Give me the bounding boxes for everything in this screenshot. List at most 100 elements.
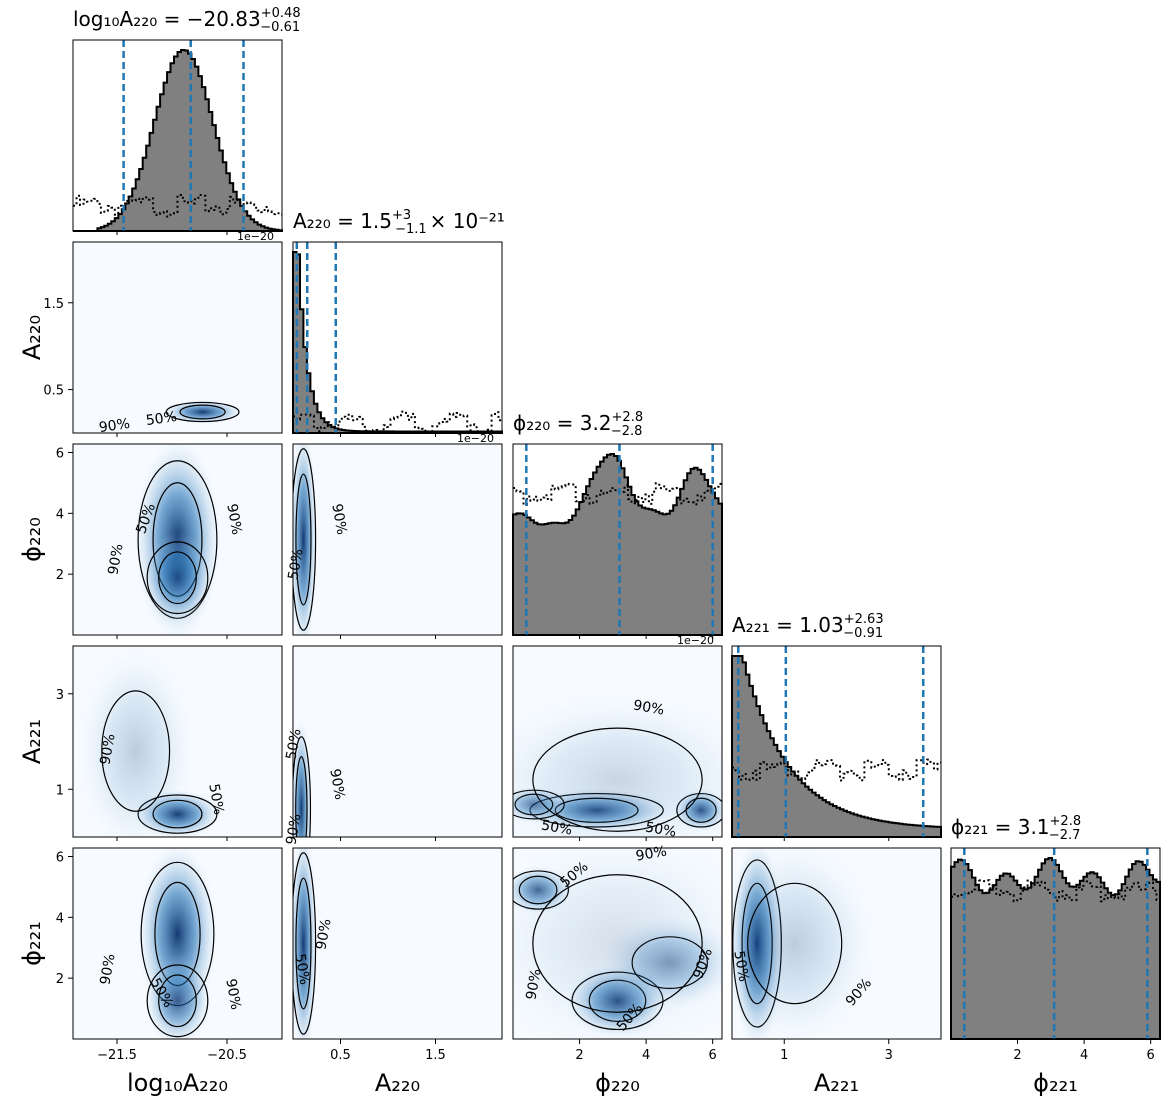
contour-label-22: 90%: [523, 968, 544, 1001]
contour-label-6: 50%: [285, 548, 306, 581]
contour-50: [101, 690, 171, 812]
contour-90: [293, 736, 312, 837]
y-tick-label-phi221-1: 4: [56, 911, 64, 926]
y-tick-label-phi220-0: 6: [56, 447, 64, 462]
x-tick-label-phi221-0: 2: [1013, 1048, 1021, 1063]
y-tick-label-A221-1: 1: [56, 783, 64, 798]
scatter-panel-A220-vs-logA220: [72, 241, 283, 434]
offset-label-phi220: 1e−20: [677, 634, 714, 647]
contour-label-18: 90%: [313, 918, 334, 951]
contour-label-25: 50%: [730, 950, 751, 983]
contour-90: [146, 541, 209, 615]
contour-label-9: 50%: [283, 728, 304, 761]
hist-panel-phi220: [512, 443, 723, 636]
panels: [68, 39, 1161, 1044]
y-tick-label-phi221-2: 2: [56, 972, 64, 987]
histogram-phi221: [950, 857, 1161, 1040]
contour-label-11: 90%: [283, 813, 304, 846]
x-tick-label-A220-0: 0.5: [330, 1048, 351, 1063]
contour-label-19: 50%: [291, 953, 312, 986]
contour-label-10: 90%: [326, 768, 347, 801]
y-tick-label-phi220-2: 2: [56, 568, 64, 583]
contour-50: [532, 727, 703, 832]
y-tick-label-A220-1: 0.5: [43, 384, 64, 399]
x-axis-label-logA220: log₁₀A₂₂₀: [127, 1069, 228, 1097]
y-tick-label-A220-0: 1.5: [43, 297, 64, 312]
title-A221: A₂₂₁ = 1.03+2.63 −0.91: [732, 612, 884, 641]
contour-label-12: 90%: [632, 697, 665, 718]
x-axis-label-phi220: ϕ₂₂₀: [595, 1069, 640, 1097]
contour-50: [158, 974, 197, 1028]
x-axis-label-A221: A₂₂₁: [814, 1069, 859, 1097]
title-A220: A₂₂₀ = 1.5+3 −1.1 × 10⁻²¹: [293, 208, 505, 237]
contour-label-13: 50%: [540, 817, 573, 838]
x-tick-label-phi220-2: 6: [709, 1048, 717, 1063]
contour-50: [295, 473, 312, 606]
contour-label-21: 90%: [635, 843, 668, 864]
scatter-panel-phi221-vs-A220: [292, 847, 503, 1040]
contour-label-0: 90%: [98, 416, 131, 436]
histogram-A221: [731, 655, 942, 838]
contour-50: [179, 404, 226, 420]
y-tick-label-phi221-0: 6: [56, 851, 64, 866]
contour-90: [293, 852, 317, 1035]
prior-A221: [732, 758, 941, 782]
scatter-panel-phi220-vs-A220: [292, 443, 503, 636]
title-logA220: log₁₀A₂₂₀ = −20.83+0.48 −0.61: [73, 6, 301, 35]
contour-label-1: 50%: [145, 409, 178, 429]
x-axis-label-A220: A₂₂₀: [375, 1069, 420, 1097]
contour-label-4: 90%: [223, 503, 244, 536]
x-tick-label-phi220-0: 2: [575, 1048, 583, 1063]
x-axis-label-phi221: ϕ₂₂₁: [1033, 1069, 1078, 1097]
contour-90: [146, 964, 209, 1038]
contour-label-17: 90%: [222, 978, 243, 1011]
y-axis-label-phi220: ϕ₂₂₀: [18, 517, 46, 562]
x-tick-label-phi220-1: 4: [642, 1048, 650, 1063]
prior-A220: [293, 410, 502, 434]
title-phi221: ϕ₂₂₁ = 3.1+2.8 −2.7: [951, 814, 1081, 843]
contour-label-3: 90%: [105, 543, 126, 576]
scatter-panel-A221-vs-logA220: [72, 645, 283, 838]
scatter-panel-phi221-vs-phi220: [512, 847, 723, 1040]
hist-panel-A220: [292, 241, 503, 434]
contour-50: [747, 882, 843, 1005]
x-tick-label-phi221-2: 6: [1147, 1048, 1155, 1063]
prior-phi221: [951, 879, 1160, 903]
y-axis-label-A220: A₂₂₀: [18, 315, 46, 360]
y-tick-label-phi220-1: 4: [56, 507, 64, 522]
x-tick-label-logA220-1: −20.5: [207, 1048, 247, 1063]
offset-label-A220: 1e−20: [457, 432, 494, 445]
prior-phi220: [513, 482, 722, 506]
prior-logA220: [73, 194, 282, 218]
contour-50: [158, 551, 197, 605]
contour-50: [295, 756, 308, 837]
contour-50: [295, 877, 312, 1010]
contour-50: [532, 874, 703, 1013]
contour-90: [293, 448, 317, 631]
hist-panel-phi221: [950, 847, 1161, 1040]
title-phi220: ϕ₂₂₀ = 3.2+2.8 −2.8: [513, 410, 643, 439]
histogram-logA220: [73, 49, 283, 232]
offset-label-logA220: 1e−20: [237, 230, 274, 243]
y-axis-label-A221: A₂₂₁: [18, 719, 46, 764]
contour-90: [165, 401, 240, 423]
hist-panel-logA220: [72, 39, 283, 232]
x-tick-label-A221-1: 3: [885, 1048, 893, 1063]
hist-panel-A221: [731, 645, 942, 838]
contour-label-7: 90%: [97, 733, 118, 766]
contour-label-14: 50%: [644, 819, 677, 840]
scatter-panel-A221-vs-A220: [292, 645, 503, 838]
scatter-panel-phi221-vs-logA220: [72, 847, 283, 1040]
scatter-panel-phi220-vs-logA220: [72, 443, 283, 636]
contour-label-5: 90%: [328, 503, 349, 536]
x-tick-label-phi221-1: 4: [1080, 1048, 1088, 1063]
x-tick-label-A220-1: 1.5: [425, 1048, 446, 1063]
x-tick-label-logA220-0: −21.5: [97, 1048, 137, 1063]
y-axis-label-phi221: ϕ₂₂₁: [18, 921, 46, 966]
x-tick-label-A221-0: 1: [780, 1048, 788, 1063]
text-labels: log₁₀A₂₂₀ = −20.83+0.48 −0.61 1e−20 A₂₂₀ = …: [18, 6, 1155, 1097]
scatter-panel-phi221-vs-A221: [731, 847, 942, 1040]
scatter-panel-A221-vs-phi220: [512, 645, 723, 838]
contour-label-15: 90%: [97, 953, 118, 986]
